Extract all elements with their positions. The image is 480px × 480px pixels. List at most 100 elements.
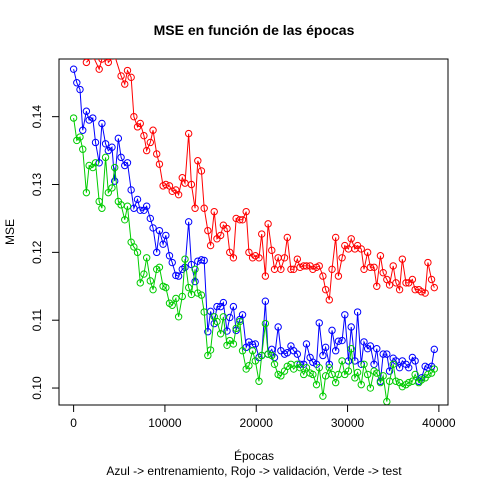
data-point-red (360, 265, 368, 274)
data-point-red (325, 296, 333, 304)
data-point-green (98, 204, 106, 212)
x-axis-label: Épocas (234, 448, 274, 463)
data-point-green (405, 378, 413, 387)
data-point-green (172, 294, 180, 303)
data-point-green (174, 313, 183, 321)
data-point-red (417, 288, 426, 296)
series-layer (69, 59, 438, 405)
data-point-blue (91, 138, 100, 147)
data-point-blue (293, 350, 302, 358)
data-point-blue (133, 195, 142, 204)
data-point-green (424, 370, 432, 379)
data-point-blue (223, 327, 231, 335)
data-point-blue (130, 204, 138, 212)
data-point-blue (114, 134, 123, 143)
data-point-green (236, 317, 244, 326)
data-point-blue (101, 140, 110, 148)
data-point-red (373, 282, 381, 290)
y-tick-label: 0.11 (30, 309, 44, 332)
data-point-red (280, 254, 289, 262)
data-point-red (174, 190, 183, 199)
data-point-green (121, 216, 129, 224)
data-point-green (277, 372, 285, 380)
series-green (69, 114, 438, 405)
data-point-red (258, 230, 266, 238)
data-point-red (421, 289, 429, 297)
data-point-blue (159, 240, 167, 248)
data-point-red (104, 59, 113, 67)
data-point-green (363, 370, 372, 379)
data-point-blue (341, 311, 349, 319)
data-point-red (121, 80, 129, 88)
data-point-blue (172, 271, 180, 280)
data-point-red (223, 224, 231, 233)
data-point-green (430, 365, 438, 373)
data-point-blue (153, 248, 161, 257)
data-point-red (210, 207, 218, 216)
data-point-green (245, 361, 253, 370)
data-point-green (312, 380, 321, 389)
data-point-red (194, 157, 202, 165)
data-point-green (206, 346, 215, 354)
data-point-blue (204, 328, 212, 336)
data-point-red (347, 235, 355, 243)
data-point-red (197, 167, 206, 175)
data-point-green (229, 340, 238, 348)
data-point-red (402, 279, 410, 287)
data-point-blue (334, 337, 343, 345)
data-point-blue (319, 351, 327, 360)
data-point-red (149, 126, 157, 134)
data-point-green (216, 330, 225, 338)
data-point-green (347, 344, 355, 353)
data-point-green (162, 283, 170, 292)
data-point-green (178, 292, 186, 301)
data-point-green (149, 285, 157, 294)
data-point-blue (309, 358, 317, 366)
data-point-red (392, 279, 400, 287)
data-point-red (319, 272, 327, 280)
data-point-green (95, 197, 103, 206)
data-point-blue (353, 308, 362, 316)
data-point-green (146, 277, 155, 285)
data-point-blue (302, 340, 311, 348)
data-point-red (302, 262, 311, 270)
data-point-blue (117, 153, 125, 162)
data-point-red (328, 265, 336, 274)
data-point-blue (69, 65, 78, 73)
data-point-red (153, 150, 161, 158)
data-point-blue (331, 347, 340, 355)
data-point-blue (73, 79, 81, 87)
data-point-green (417, 376, 426, 384)
data-point-red (395, 285, 404, 294)
data-point-blue (108, 143, 116, 151)
y-axis-label: MSE (3, 219, 17, 245)
data-point-red (216, 231, 225, 240)
data-point-red (289, 265, 298, 274)
data-point-red (206, 241, 215, 250)
data-point-green (91, 159, 100, 167)
data-point-red (191, 204, 199, 212)
data-point-red (268, 246, 276, 255)
data-point-red (245, 248, 253, 257)
data-point-red (293, 255, 302, 263)
data-point-red (385, 281, 394, 289)
data-point-red (184, 129, 193, 138)
data-point-blue (197, 256, 206, 264)
data-point-red (338, 254, 346, 262)
data-point-green (200, 308, 208, 316)
data-point-green (379, 372, 387, 380)
data-point-red (146, 138, 155, 147)
x-axis: 0 10000 20000 30000 40000 (70, 404, 456, 430)
data-point-blue (168, 258, 176, 267)
data-point-blue (379, 350, 387, 358)
data-point-green (357, 380, 365, 389)
data-point-blue (111, 177, 119, 185)
data-point-red (168, 187, 176, 195)
data-point-green (213, 317, 221, 326)
data-point-red (430, 283, 438, 292)
data-point-blue (149, 224, 157, 232)
data-point-blue (251, 340, 260, 348)
data-point-red (142, 146, 151, 155)
data-point-blue (123, 159, 132, 167)
data-point-green (168, 301, 176, 309)
